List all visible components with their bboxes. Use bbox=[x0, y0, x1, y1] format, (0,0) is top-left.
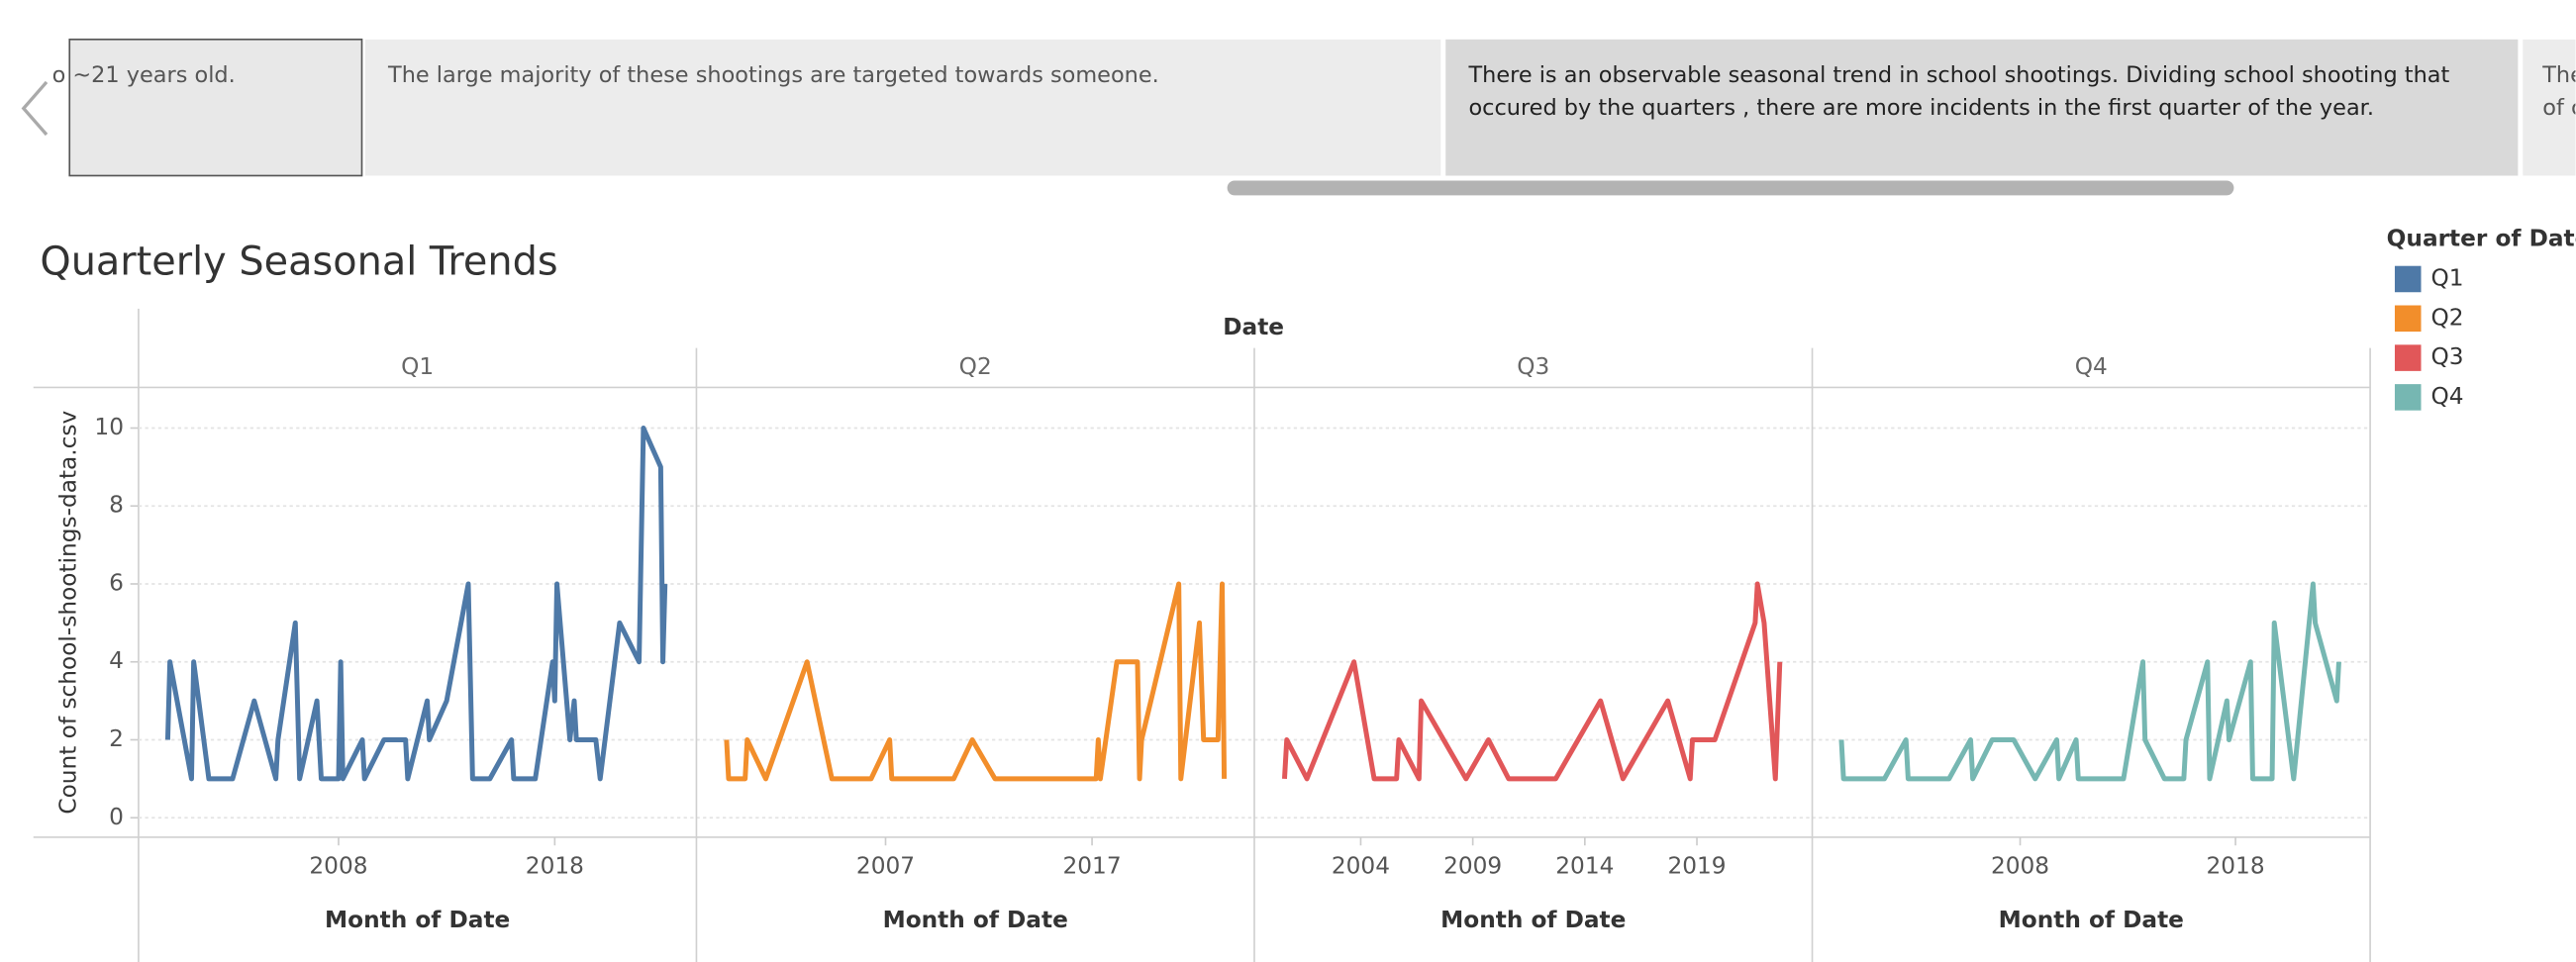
chart: Quarterly Seasonal Trends Date Quarter o… bbox=[33, 226, 2576, 962]
legend-label: Q4 bbox=[2430, 383, 2463, 410]
story-point[interactable] bbox=[2523, 39, 2576, 176]
scrollbar[interactable] bbox=[1227, 180, 2234, 196]
y-tick-label: 8 bbox=[109, 492, 124, 519]
series-line bbox=[724, 581, 1228, 782]
x-tick-label: 2018 bbox=[526, 852, 584, 879]
x-tick-label: 2019 bbox=[1667, 852, 1726, 879]
x-tick-label: 2008 bbox=[1991, 852, 2049, 879]
legend-label: Q2 bbox=[2430, 304, 2463, 331]
x-tick-label: 2014 bbox=[1555, 852, 1614, 879]
x-tick-label: 2008 bbox=[309, 852, 367, 879]
chart-title: Quarterly Seasonal Trends bbox=[40, 240, 557, 285]
y-tick-label: 0 bbox=[109, 804, 124, 830]
series-line bbox=[1281, 581, 1783, 782]
panel-header: Q4 bbox=[2075, 353, 2108, 380]
story-point[interactable] bbox=[364, 39, 1441, 176]
prev-arrow[interactable] bbox=[21, 80, 49, 137]
legend-swatch bbox=[2394, 384, 2422, 411]
x-axis-label: Month of Date bbox=[883, 907, 1068, 933]
legend-swatch bbox=[2394, 344, 2422, 371]
x-axis-label: Month of Date bbox=[325, 907, 510, 933]
story-point[interactable] bbox=[68, 38, 363, 177]
panel-header: Q2 bbox=[959, 353, 992, 380]
x-axis-label: Month of Date bbox=[1440, 907, 1626, 933]
y-tick-label: 2 bbox=[109, 725, 124, 752]
caption-box: The of c bbox=[2542, 62, 2575, 122]
x-tick-label: 2007 bbox=[856, 852, 915, 879]
x-tick-label: 2018 bbox=[2207, 852, 2265, 879]
x-tick-label: 2004 bbox=[1332, 852, 1390, 879]
y-tick-label: 10 bbox=[94, 414, 124, 440]
caption-box: There is an observable seasonal trend in… bbox=[1468, 62, 2450, 122]
panel-header: Q1 bbox=[401, 353, 434, 380]
story-point[interactable] bbox=[1445, 39, 2519, 176]
legend-label: Q3 bbox=[2430, 343, 2463, 370]
caption-box: o ~21 years old. bbox=[51, 62, 236, 89]
legend-label: Q1 bbox=[2430, 264, 2463, 291]
caption: The large majority of these shootings ar… bbox=[388, 62, 1159, 89]
panel-header: Q3 bbox=[1517, 353, 1549, 380]
legend-swatch bbox=[2394, 305, 2422, 333]
column-header: Date bbox=[1223, 314, 1284, 340]
y-tick-label: 6 bbox=[109, 569, 124, 596]
y-tick-label: 4 bbox=[109, 647, 124, 674]
caption-box: The large majority of these shootings ar… bbox=[388, 62, 1159, 89]
series-line bbox=[1838, 581, 2341, 782]
legend-title: Quarter of Date bbox=[2387, 226, 2576, 252]
caption: There is an observable seasonal trend in… bbox=[1468, 62, 2450, 122]
caption: o ~21 years old. bbox=[51, 62, 236, 89]
y-axis-label: Count of school-shootings-data.csv bbox=[55, 410, 82, 814]
x-tick-label: 2017 bbox=[1063, 852, 1122, 879]
caption: The of c bbox=[2542, 62, 2575, 122]
x-tick-label: 2009 bbox=[1443, 852, 1502, 879]
series-line bbox=[164, 426, 668, 782]
x-axis-label: Month of Date bbox=[1999, 907, 2184, 933]
legend-swatch bbox=[2394, 265, 2422, 293]
